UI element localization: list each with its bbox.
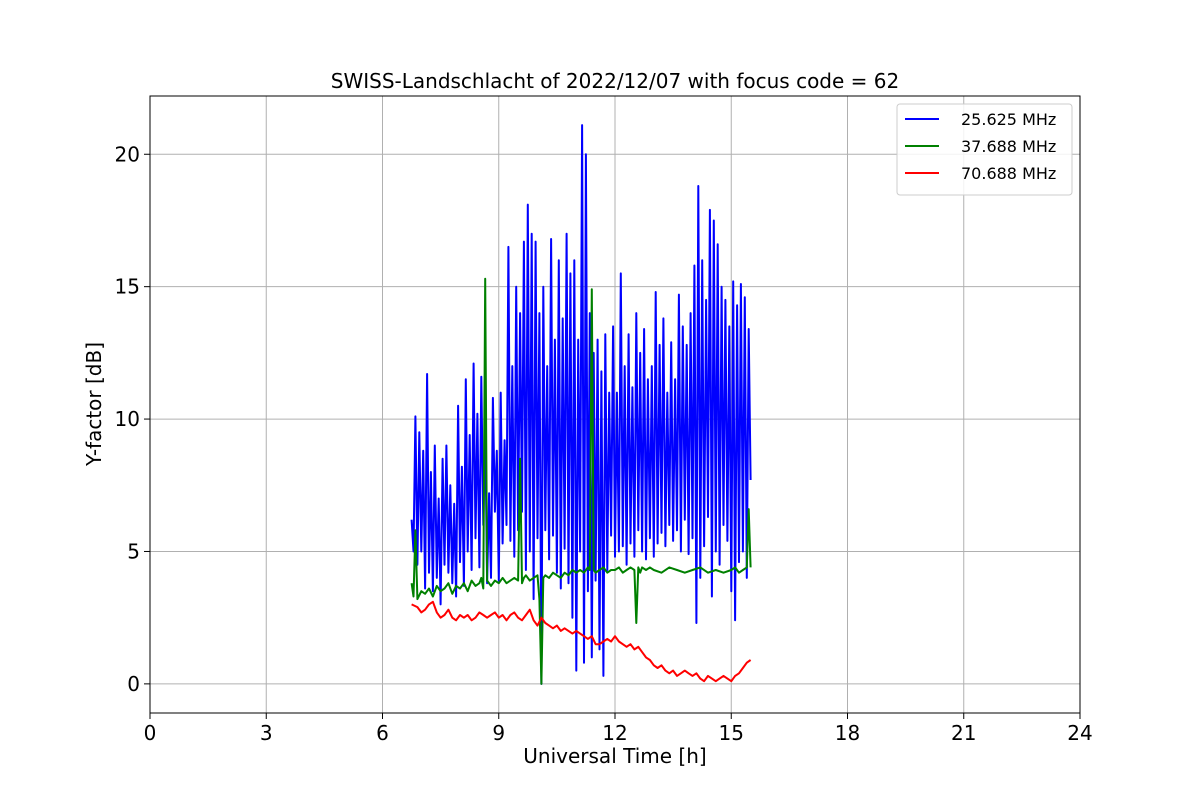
y-tick-label: 0 bbox=[127, 672, 140, 696]
y-tick-label: 5 bbox=[127, 539, 140, 563]
series-line-2 bbox=[410, 277, 752, 685]
x-axis-label: Universal Time [h] bbox=[523, 744, 706, 768]
y-tick-label: 10 bbox=[115, 407, 140, 431]
series-line-3 bbox=[411, 600, 752, 683]
legend-label: 70.688 MHz bbox=[961, 164, 1056, 183]
series-line-1 bbox=[410, 124, 752, 685]
y-tick-label: 20 bbox=[115, 142, 140, 166]
x-tick-label: 0 bbox=[144, 721, 157, 745]
x-tick-label: 18 bbox=[835, 721, 860, 745]
legend-label: 37.688 MHz bbox=[961, 137, 1056, 156]
x-tick-label: 6 bbox=[376, 721, 389, 745]
x-tick-label: 24 bbox=[1067, 721, 1092, 745]
x-tick-label: 21 bbox=[951, 721, 976, 745]
x-tick-label: 12 bbox=[602, 721, 627, 745]
legend: 25.625 MHz 37.688 MHz 70.688 MHz bbox=[896, 103, 1073, 196]
x-tick-label: 15 bbox=[719, 721, 744, 745]
legend-box bbox=[896, 103, 1073, 196]
ticks: 0 3 6 9 12 15 18 21 24 0 5 10 15 20 bbox=[115, 142, 1093, 745]
x-tick-label: 3 bbox=[260, 721, 273, 745]
legend-label: 25.625 MHz bbox=[961, 110, 1056, 129]
x-tick-label: 9 bbox=[492, 721, 505, 745]
chart-title: SWISS-Landschlacht of 2022/12/07 with fo… bbox=[331, 69, 899, 93]
y-axis-label: Y-factor [dB] bbox=[82, 342, 106, 467]
y-tick-label: 15 bbox=[115, 275, 140, 299]
series-layer bbox=[410, 124, 752, 685]
